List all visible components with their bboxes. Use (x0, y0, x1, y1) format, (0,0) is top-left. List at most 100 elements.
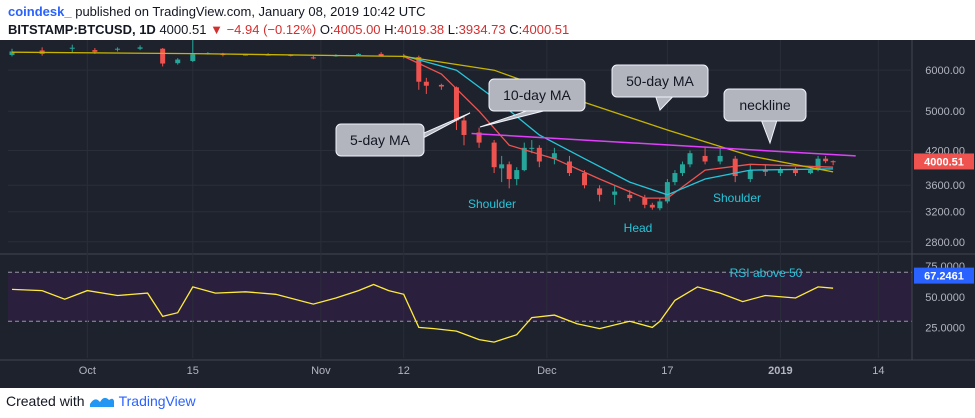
tradingview-label[interactable]: TradingView (118, 393, 196, 409)
candle-up (114, 48, 120, 50)
symbol-label: BITSTAMP:BTCUSD, 1D (8, 22, 156, 37)
candle-up (190, 54, 196, 61)
left-shoulder-label: Shoulder (468, 197, 516, 211)
publish-header: coindesk_ published on TradingView.com, … (8, 4, 425, 19)
candle-up (612, 191, 618, 195)
candle-down (416, 57, 422, 82)
candle-up (356, 53, 362, 55)
time-tick-label: Dec (537, 365, 557, 377)
candle-down (762, 170, 768, 172)
down-arrow-icon: ▼ (210, 22, 223, 37)
price-tick-label: 2800.00 (925, 237, 965, 249)
created-with-label: Created with (6, 393, 85, 409)
chart-background (0, 40, 975, 388)
candle-up (808, 170, 814, 174)
candle-up (521, 147, 527, 171)
candle-down (702, 155, 708, 162)
candle-down (792, 170, 798, 174)
candle-up (679, 164, 685, 174)
candle-down (642, 198, 648, 205)
ma10-callout-bubble (488, 78, 586, 112)
current-price-value: 4000.51 (924, 156, 964, 168)
candle-down (461, 120, 467, 135)
ma10-line (403, 55, 834, 196)
candle-up (777, 170, 783, 174)
tradingview-logo-icon (89, 397, 114, 407)
rsi-tick-label: 25.0000 (925, 322, 965, 334)
candle-down (453, 87, 459, 121)
candle-up (529, 147, 535, 149)
current-price-tag (914, 153, 974, 170)
candle-up (687, 153, 693, 165)
price-change: −4.94 (−0.12%) (226, 22, 317, 37)
candle-up (499, 164, 505, 169)
candle-down (732, 158, 738, 177)
candle-up (69, 47, 75, 49)
btc-chart[interactable]: 2800.003200.003600.004200.005000.006000.… (0, 40, 975, 388)
neckline-line (471, 132, 856, 157)
rsi-annotation: RSI above 50 (730, 266, 803, 280)
candle-down (310, 57, 316, 59)
price-tick-label: 6000.00 (925, 65, 965, 77)
candle-down (597, 188, 603, 195)
ma50-callout-bubble (611, 64, 709, 98)
candle-up (747, 170, 753, 180)
candle-down (823, 158, 829, 162)
time-tick-label: 17 (661, 365, 673, 377)
high-label: H: (384, 22, 398, 37)
time-tick-label: 12 (398, 365, 410, 377)
candle-down (830, 161, 836, 163)
neckline-callout-label: neckline (739, 97, 791, 113)
open-label: O: (319, 22, 334, 37)
candle-up (815, 158, 821, 171)
price-tick-label: 3600.00 (925, 180, 965, 192)
time-tick-label: 14 (872, 365, 884, 377)
candle-down (438, 84, 444, 87)
open-value: 4005.00 (333, 22, 381, 37)
candle-up (137, 47, 143, 49)
candle-down (582, 173, 588, 186)
time-tick-label: Nov (311, 365, 331, 377)
time-tick-label: 2019 (768, 365, 792, 377)
low-label: L: (447, 22, 459, 37)
candle-down (378, 53, 384, 56)
neckline-callout-bubble (723, 88, 807, 122)
ma5-callout-bubble (335, 123, 425, 157)
candle-down (566, 161, 572, 174)
price-tick-label: 3200.00 (925, 207, 965, 219)
time-tick-label: 15 (187, 365, 199, 377)
ma50-callout-label: 50-day MA (626, 73, 694, 89)
candle-down (160, 48, 166, 64)
ma10-callout-label: 10-day MA (503, 87, 571, 103)
candle-down (476, 132, 482, 143)
time-tick-label: Oct (79, 365, 96, 377)
price-tick-label: 5000.00 (925, 106, 965, 118)
candle-up (243, 54, 249, 56)
high-value: 4019.38 (397, 22, 445, 37)
candle-down (627, 194, 633, 199)
close-label: C: (509, 22, 523, 37)
current-rsi-tag (914, 267, 974, 284)
candle-down (506, 164, 512, 180)
candle-up (672, 173, 678, 183)
candle-up (175, 59, 181, 64)
brand-logo: coindesk_ (8, 4, 72, 19)
candle-down (491, 142, 497, 168)
low-value: 3934.73 (458, 22, 506, 37)
candle-up (717, 155, 723, 162)
ma5-line (403, 55, 834, 199)
candle-up (551, 153, 557, 159)
candle-up (657, 201, 663, 209)
last-price: 4000.51 (159, 22, 207, 37)
candle-up (9, 51, 15, 55)
rsi-line (11, 283, 834, 343)
candle-up (664, 182, 670, 202)
close-value: 4000.51 (522, 22, 570, 37)
candle-down (92, 50, 98, 52)
rsi-tick-label: 50.0000 (925, 292, 965, 304)
footer: Created with TradingView (6, 393, 196, 409)
candle-down (423, 81, 429, 86)
candle-up (514, 170, 520, 180)
symbol-header: BITSTAMP:BTCUSD, 1D 4000.51 ▼ −4.94 (−0.… (8, 22, 569, 37)
current-rsi-value: 67.2461 (924, 271, 964, 283)
